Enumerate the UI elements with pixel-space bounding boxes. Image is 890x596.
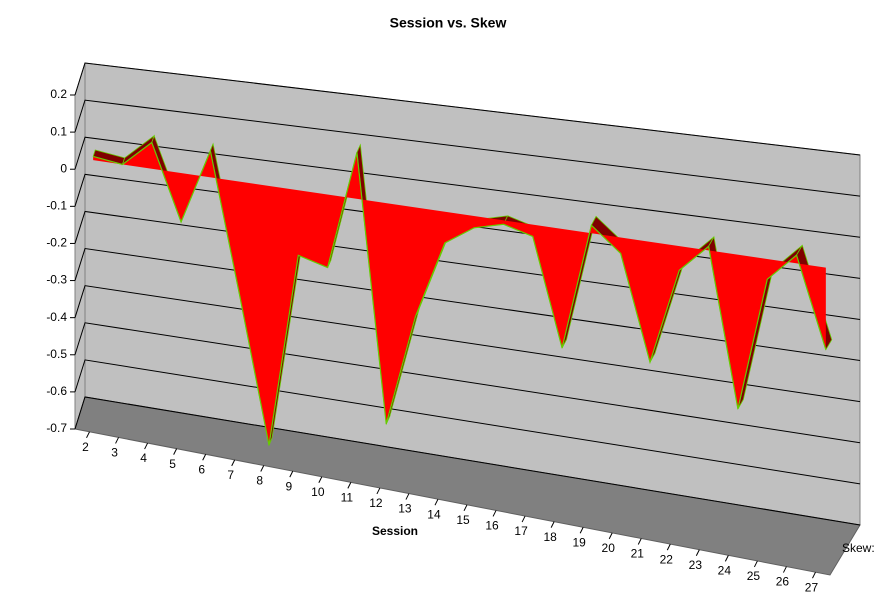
x-tick-label: 6 [198, 462, 205, 476]
grid-line [74, 359, 861, 485]
x-tick-label: 20 [602, 541, 616, 555]
x-tick [376, 487, 381, 495]
x-tick-label: 2 [82, 440, 89, 454]
grid-line [74, 62, 861, 156]
x-tick-label: 23 [689, 558, 703, 572]
x-tick-label: 25 [747, 569, 761, 583]
x-tick [434, 498, 439, 506]
x-tick-label: 12 [369, 496, 383, 510]
y-tick-label: -0.4 [46, 310, 67, 324]
x-tick-label: 10 [311, 485, 325, 499]
x-tick [173, 448, 178, 455]
y-tick-label: 0 [60, 161, 67, 175]
x-tick-label: 18 [543, 530, 557, 544]
grid-line [74, 136, 861, 238]
x-tick-label: 11 [341, 491, 354, 505]
x-tick-label: 15 [456, 513, 470, 527]
x-tick-label: 24 [718, 564, 732, 578]
x-tick [608, 532, 613, 540]
x-tick-label: 14 [427, 507, 441, 521]
depth-axis-label: Skew: [842, 541, 875, 555]
x-tick [695, 549, 700, 556]
x-tick [405, 493, 410, 500]
y-tick-label: -0.2 [46, 236, 67, 250]
grid-line [74, 285, 861, 403]
x-tick [144, 442, 149, 450]
x-tick [782, 566, 787, 573]
x-tick [521, 515, 526, 523]
x-tick [492, 510, 497, 517]
y-tick-label: 0.2 [50, 87, 67, 101]
x-tick [260, 465, 265, 472]
x-tick [812, 571, 816, 579]
grid-line [74, 173, 861, 279]
y-tick-label: -0.1 [46, 199, 67, 213]
x-tick-label: 5 [169, 457, 176, 471]
y-tick-label: -0.3 [46, 273, 67, 287]
grid-line [74, 247, 861, 362]
grid-line [74, 99, 861, 197]
x-tick-label: 27 [805, 580, 819, 594]
x-tick-label: 19 [572, 535, 586, 549]
x-tick [579, 527, 584, 534]
area-front-face [93, 142, 826, 446]
x-tick [463, 504, 468, 512]
x-tick-label: 3 [111, 446, 118, 460]
chart-title: Session vs. Skew [390, 15, 507, 31]
side-wall [74, 62, 86, 430]
x-tick-label: 16 [485, 519, 499, 533]
x-tick [724, 555, 729, 562]
grid-line [74, 322, 861, 444]
x-tick [550, 521, 555, 528]
x-tick [637, 538, 642, 545]
x-tick [86, 431, 90, 439]
x-tick [231, 459, 236, 467]
x-tick [347, 482, 352, 489]
grid-line [74, 210, 861, 320]
x-tick [318, 476, 323, 483]
x-tick-label: 21 [631, 547, 645, 561]
x-tick [115, 437, 120, 444]
x-tick-label: 17 [514, 524, 528, 538]
y-tick-label: -0.6 [46, 384, 67, 398]
x-tick-label: 9 [285, 479, 292, 493]
grid-line [74, 396, 861, 526]
x-tick-label: 4 [140, 451, 147, 465]
x-tick-label: 26 [776, 575, 790, 589]
y-tick-label: -0.7 [46, 421, 67, 435]
x-tick [666, 543, 671, 551]
x-tick [753, 560, 758, 568]
x-tick-label: 22 [660, 552, 674, 566]
y-tick-label: -0.5 [46, 347, 67, 361]
x-axis-title: Session [372, 524, 418, 538]
area-edge [92, 141, 827, 446]
x-tick [289, 470, 294, 478]
x-tick [202, 454, 207, 461]
x-tick-label: 13 [398, 502, 412, 516]
x-tick-label: 8 [256, 474, 263, 488]
y-tick-label: 0.1 [50, 124, 67, 138]
x-tick-label: 7 [227, 468, 234, 482]
